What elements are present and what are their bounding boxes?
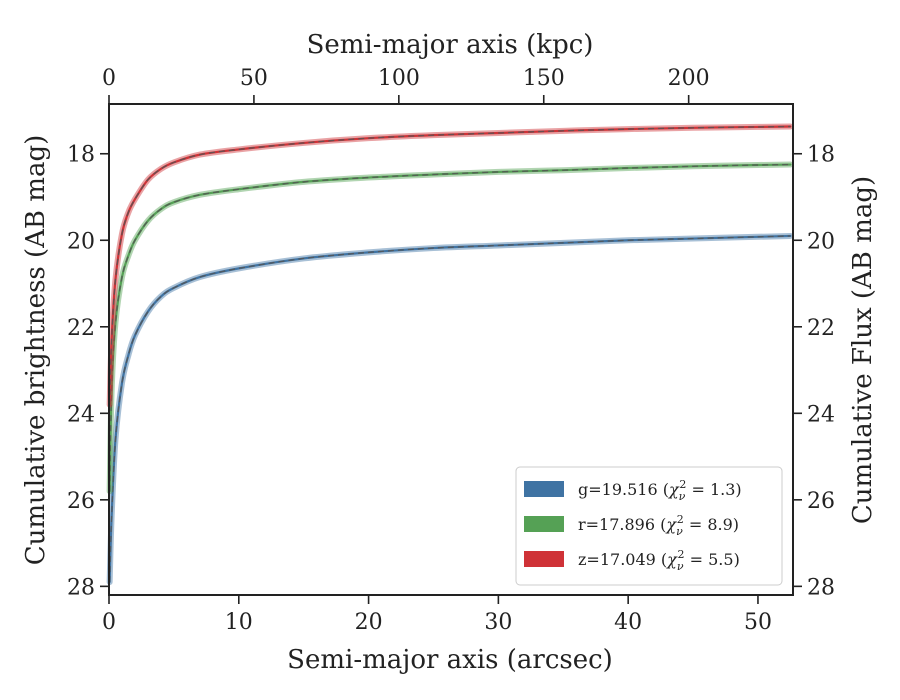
x-tick-label: 30 bbox=[484, 610, 512, 635]
y2-axis-title: Cumulative Flux (AB mag) bbox=[848, 176, 878, 524]
ticks-layer: 0 10 20 30 40 50 0 50 100 150 200 18 20 22 24 26 28 18 20 2… bbox=[67, 66, 835, 635]
y2-tick-label: 26 bbox=[807, 489, 835, 514]
y2-tick-label: 28 bbox=[807, 575, 835, 600]
x-tick-label: 10 bbox=[225, 610, 253, 635]
x2-tick-label: 200 bbox=[668, 66, 710, 91]
series-r-band bbox=[106, 161, 794, 495]
series-z-model-line bbox=[108, 125, 791, 405]
y2-tick-label: 18 bbox=[807, 143, 835, 168]
x-tick-label: 50 bbox=[744, 610, 772, 635]
y2-tick-label: 24 bbox=[807, 402, 835, 427]
y-axis-title: Cumulative brightness (AB mag) bbox=[21, 135, 51, 566]
legend-label-z: z=17.049 (χν2 = 5.5) bbox=[578, 548, 740, 573]
x2-tick-label: 50 bbox=[240, 66, 268, 91]
legend-label-g: g=19.516 (χν2 = 1.3) bbox=[578, 478, 742, 503]
legend-swatch-g bbox=[524, 481, 564, 497]
legend-label-r: r=17.896 (χν2 = 8.9) bbox=[578, 513, 739, 538]
legend: g=19.516 (χν2 = 1.3) r=17.896 (χν2 = 8.9)… bbox=[515, 466, 783, 586]
y-tick-label: 24 bbox=[67, 402, 95, 427]
y2-tick-label: 22 bbox=[807, 316, 835, 341]
x-tick-label: 20 bbox=[355, 610, 383, 635]
x-axis-title: Semi-major axis (arcsec) bbox=[287, 645, 613, 675]
legend-swatch-z bbox=[524, 551, 564, 567]
curves-layer bbox=[106, 123, 794, 586]
x2-tick-label: 150 bbox=[523, 66, 565, 91]
x2-tick-label: 100 bbox=[378, 66, 420, 91]
x-tick-label: 0 bbox=[102, 610, 116, 635]
y-tick-label: 22 bbox=[67, 316, 95, 341]
legend-box bbox=[515, 466, 783, 586]
plot-frame bbox=[108, 103, 794, 596]
series-r-model-line bbox=[108, 163, 791, 492]
x-tick-label: 40 bbox=[614, 610, 642, 635]
y-tick-label: 26 bbox=[67, 489, 95, 514]
legend-swatch-r bbox=[524, 516, 564, 532]
x2-tick-label: 0 bbox=[102, 66, 116, 91]
y-tick-label: 28 bbox=[67, 575, 95, 600]
y2-tick-label: 20 bbox=[807, 229, 835, 254]
series-g-model-line bbox=[108, 235, 791, 583]
y-tick-label: 18 bbox=[67, 143, 95, 168]
x2-axis-title: Semi-major axis (kpc) bbox=[307, 30, 594, 60]
series-r-line bbox=[108, 163, 792, 493]
y-tick-label: 20 bbox=[67, 229, 95, 254]
